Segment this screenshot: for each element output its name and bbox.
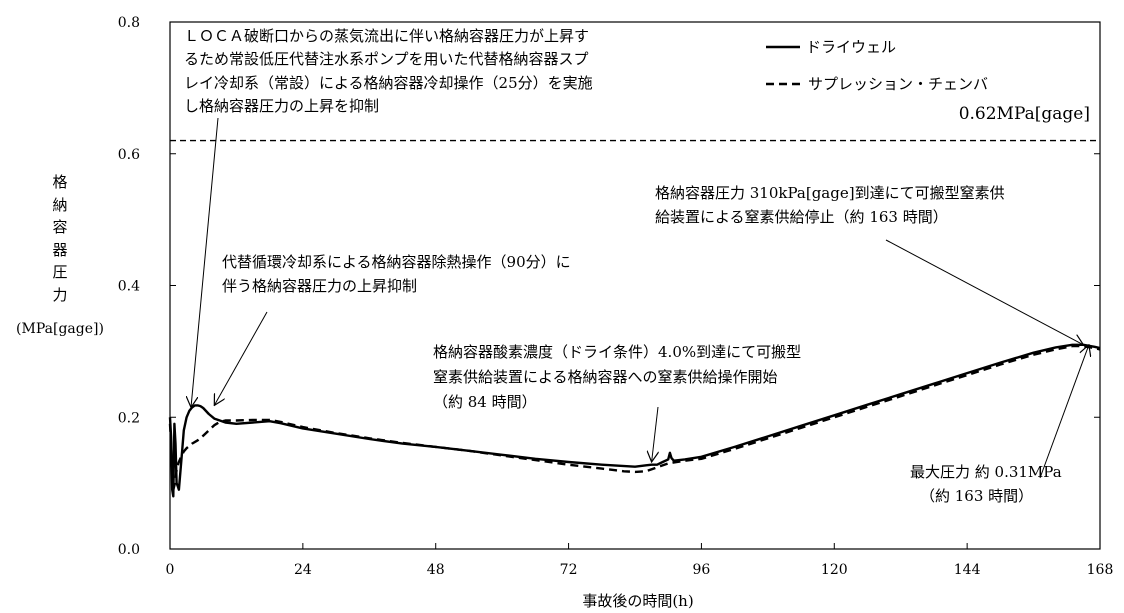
- x-tick-label: 144: [954, 562, 981, 578]
- y-tick-label: 0.0: [118, 542, 140, 558]
- x-tick-label: 24: [294, 562, 312, 578]
- annotation-max-pressure-arrow: [1039, 345, 1089, 479]
- series-group: [168, 343, 1101, 498]
- y-tick-label: 0.2: [118, 410, 140, 426]
- x-tick-label: 120: [821, 562, 848, 578]
- annotation-cooling-arrow: [214, 311, 268, 405]
- y-axis-label-char: 納: [52, 196, 67, 214]
- annotation-nitrogen-start-arrow: [652, 406, 658, 462]
- y-axis-label-char: 格: [52, 173, 67, 191]
- x-tick-label: 48: [427, 562, 445, 578]
- limit-line-label: 0.62MPa[gage]: [959, 104, 1090, 124]
- y-tick-label: 0.6: [118, 147, 140, 163]
- x-tick-label: 0: [166, 562, 175, 578]
- y-tick-label: 0.8: [118, 15, 140, 31]
- x-axis-label: 事故後の時間(h): [582, 592, 693, 610]
- annotation-loca-arrow: [191, 117, 219, 407]
- annotation-loca-line4: し格納容器圧力の上昇を抑制: [184, 97, 379, 115]
- annotation-loca-line2: るため常設低圧代替注水系ポンプを用いた代替格納容器スプ: [184, 50, 589, 68]
- x-tick-label: 96: [693, 562, 711, 578]
- y-axis-label-char: 容: [52, 218, 67, 236]
- y-axis-label-char: 圧: [52, 263, 67, 281]
- annotation-nitrogen-stop-arrow: [885, 239, 1083, 345]
- legend-label-suppression: サプレッション・チェンバ: [808, 75, 988, 93]
- annotation-nitrogen-start: 格納容器酸素濃度（ドライ条件）4.0%到達にて可搬型 窒素供給装置による格納容器…: [433, 343, 801, 462]
- annotation-nitrogen-start-line1: 格納容器酸素濃度（ドライ条件）4.0%到達にて可搬型: [433, 343, 801, 361]
- x-tick-label: 72: [560, 562, 578, 578]
- annotation-max-pressure-line2: （約 163 時間）: [920, 487, 1033, 505]
- annotation-nitrogen-start-line2: 窒素供給装置による格納容器への窒素供給操作開始: [433, 368, 778, 386]
- y-tick-label: 0.4: [118, 279, 140, 295]
- y-axis-unit: (MPa[gage]): [16, 321, 104, 337]
- legend-label-drywell: ドライウェル: [806, 38, 896, 56]
- x-axis-ticks: 0 24 48 72 96 120 144 168: [166, 543, 1114, 578]
- series-line-suppression-chamber: [168, 344, 1101, 491]
- annotation-max-pressure: 最大圧力 約 0.31MPa （約 163 時間）: [910, 345, 1089, 505]
- x-tick-label: 168: [1087, 562, 1114, 578]
- annotation-max-pressure-line1: 最大圧力 約 0.31MPa: [910, 463, 1062, 481]
- legend: ドライウェル サプレッション・チェンバ: [766, 38, 988, 93]
- annotation-cooling-line1: 代替循環冷却系による格納容器除熱操作（90分）に: [222, 253, 571, 271]
- annotation-nitrogen-stop: 格納容器圧力 310kPa[gage]到達にて可搬型窒素供 給装置による窒素供給…: [655, 184, 1083, 345]
- y-axis-label: 格 納 容 器 圧 力 (MPa[gage]): [16, 173, 104, 337]
- y-axis-label-char: 器: [52, 241, 67, 259]
- annotation-loca-line1: ＬＯＣＡ破断口からの蒸気流出に伴い格納容器圧力が上昇す: [184, 27, 589, 45]
- annotation-loca: ＬＯＣＡ破断口からの蒸気流出に伴い格納容器圧力が上昇す るため常設低圧代替注水系…: [184, 27, 593, 407]
- annotation-nitrogen-stop-line1: 格納容器圧力 310kPa[gage]到達にて可搬型窒素供: [655, 184, 1005, 202]
- annotation-nitrogen-start-line3: （約 84 時間）: [433, 393, 537, 411]
- annotation-nitrogen-stop-line2: 給装置による窒素供給停止（約 163 時間）: [655, 208, 948, 226]
- y-axis-label-char: 力: [52, 286, 67, 304]
- annotation-cooling-line2: 伴う格納容器圧力の上昇抑制: [222, 277, 417, 295]
- annotation-cooling: 代替循環冷却系による格納容器除熱操作（90分）に 伴う格納容器圧力の上昇抑制: [214, 253, 571, 405]
- annotation-loca-line3: レイ冷却系（常設）による格納容器冷却操作（25分）を実施: [184, 74, 593, 92]
